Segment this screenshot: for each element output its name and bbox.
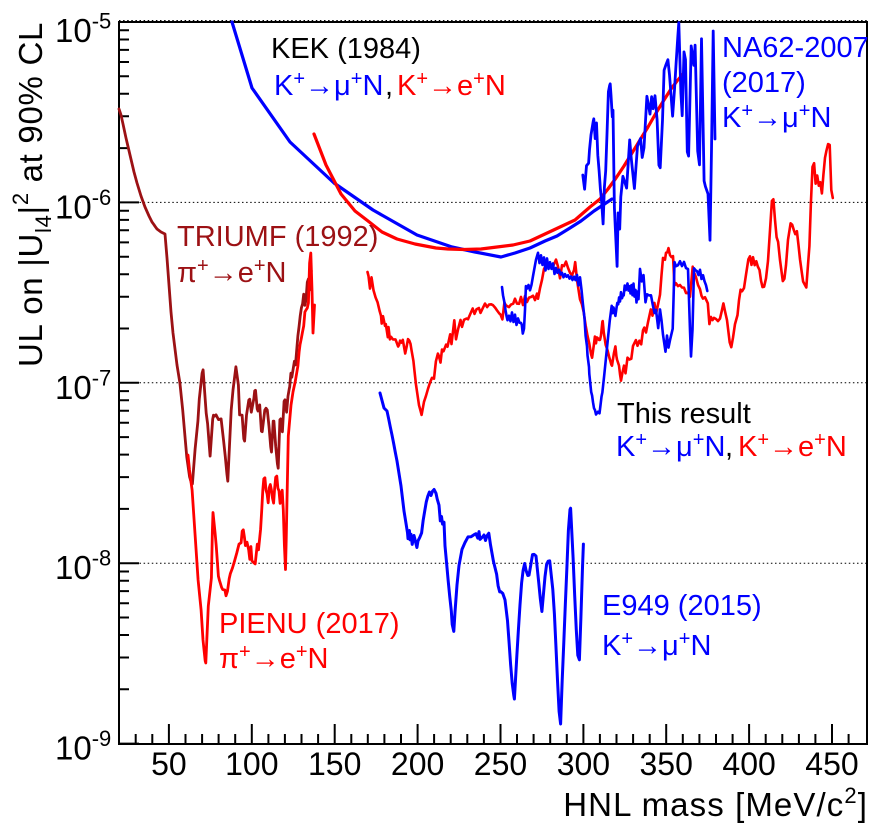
svg-text:K+→μ+N: K+→μ+N [616, 429, 725, 463]
svg-text:NA62-2007: NA62-2007 [722, 32, 869, 64]
svg-text:PIENU (2017): PIENU (2017) [219, 608, 400, 640]
svg-text:K+→μ+N: K+→μ+N [602, 628, 711, 662]
svg-text:250: 250 [474, 746, 527, 782]
svg-text:(2017): (2017) [722, 67, 806, 99]
svg-text:π+→e+N: π+→e+N [177, 255, 286, 289]
svg-text:350: 350 [640, 746, 693, 782]
svg-text:450: 450 [805, 746, 858, 782]
svg-text:KEK (1984): KEK (1984) [271, 33, 421, 65]
svg-text:HNL mass [MeV/c2]: HNL mass [MeV/c2] [563, 783, 868, 823]
svg-text:K+→e+N: K+→e+N [738, 429, 847, 463]
svg-text:300: 300 [557, 746, 610, 782]
svg-text:K+→μ+N: K+→μ+N [274, 68, 383, 102]
svg-text:π+→e+N: π+→e+N [219, 641, 328, 675]
svg-text:400: 400 [722, 746, 775, 782]
svg-text:K+→e+N: K+→e+N [397, 68, 506, 102]
svg-text:K+→μ+N: K+→μ+N [722, 100, 831, 134]
svg-text:10-7: 10-7 [55, 365, 111, 406]
svg-text:E949 (2015): E949 (2015) [602, 590, 762, 622]
svg-text:,: , [385, 70, 393, 102]
svg-text:150: 150 [308, 746, 361, 782]
svg-text:50: 50 [151, 746, 187, 782]
svg-text:200: 200 [391, 746, 444, 782]
svg-text:,: , [725, 431, 733, 463]
svg-text:This result: This result [617, 398, 751, 430]
svg-text:TRIUMF (1992): TRIUMF (1992) [177, 221, 378, 253]
svg-text:100: 100 [225, 746, 278, 782]
